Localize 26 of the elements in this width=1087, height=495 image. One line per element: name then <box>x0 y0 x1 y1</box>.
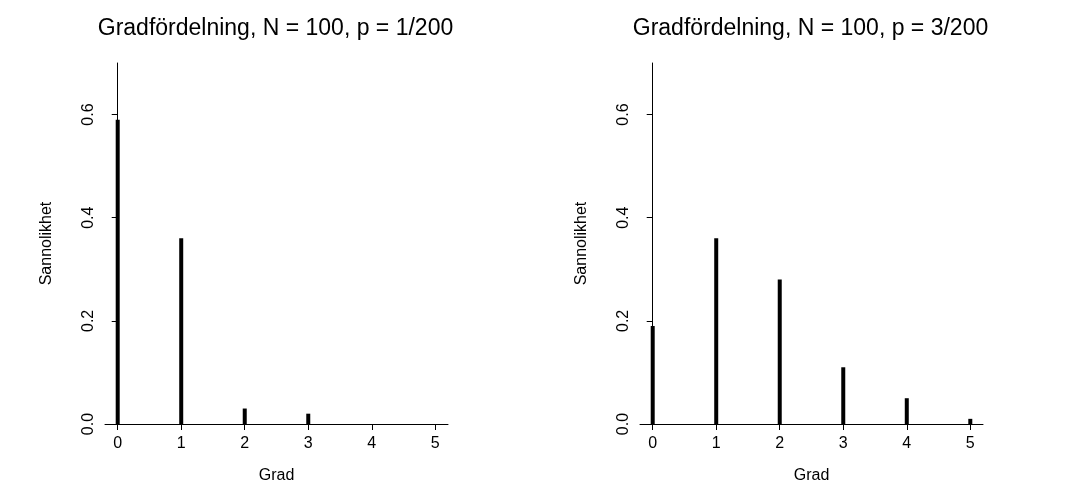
y-tick-label: 0.0 <box>613 412 631 436</box>
x-tick-label: 1 <box>711 433 721 451</box>
x-axis-title: Grad <box>793 465 830 483</box>
y-tick-label: 0.4 <box>613 206 631 229</box>
y-axis-title: Sannolikhet <box>36 201 54 286</box>
x-tick-label: 0 <box>648 433 658 451</box>
y-tick-label: 0.2 <box>613 309 631 332</box>
y-tick-label: 0.4 <box>78 206 96 229</box>
x-tick-label: 5 <box>430 433 440 451</box>
x-axis-title: Grad <box>258 465 295 483</box>
chart-title: Gradfördelning, N = 100, p = 1/200 <box>97 13 454 40</box>
chart-title: Gradfördelning, N = 100, p = 3/200 <box>632 13 989 40</box>
x-tick-label: 4 <box>902 433 912 451</box>
x-tick-label: 3 <box>838 433 848 451</box>
y-tick-label: 0.2 <box>78 309 96 332</box>
y-tick-label: 0.0 <box>78 412 96 436</box>
x-tick-label: 2 <box>240 433 250 451</box>
x-tick-label: 1 <box>176 433 186 451</box>
x-tick-label: 0 <box>113 433 123 451</box>
y-tick-label: 0.6 <box>78 103 96 126</box>
x-tick-label: 3 <box>303 433 313 451</box>
x-tick-label: 4 <box>367 433 377 451</box>
y-tick-label: 0.6 <box>613 103 631 126</box>
x-tick-label: 5 <box>965 433 975 451</box>
x-tick-label: 2 <box>775 433 785 451</box>
y-axis-title: Sannolikhet <box>571 201 589 286</box>
